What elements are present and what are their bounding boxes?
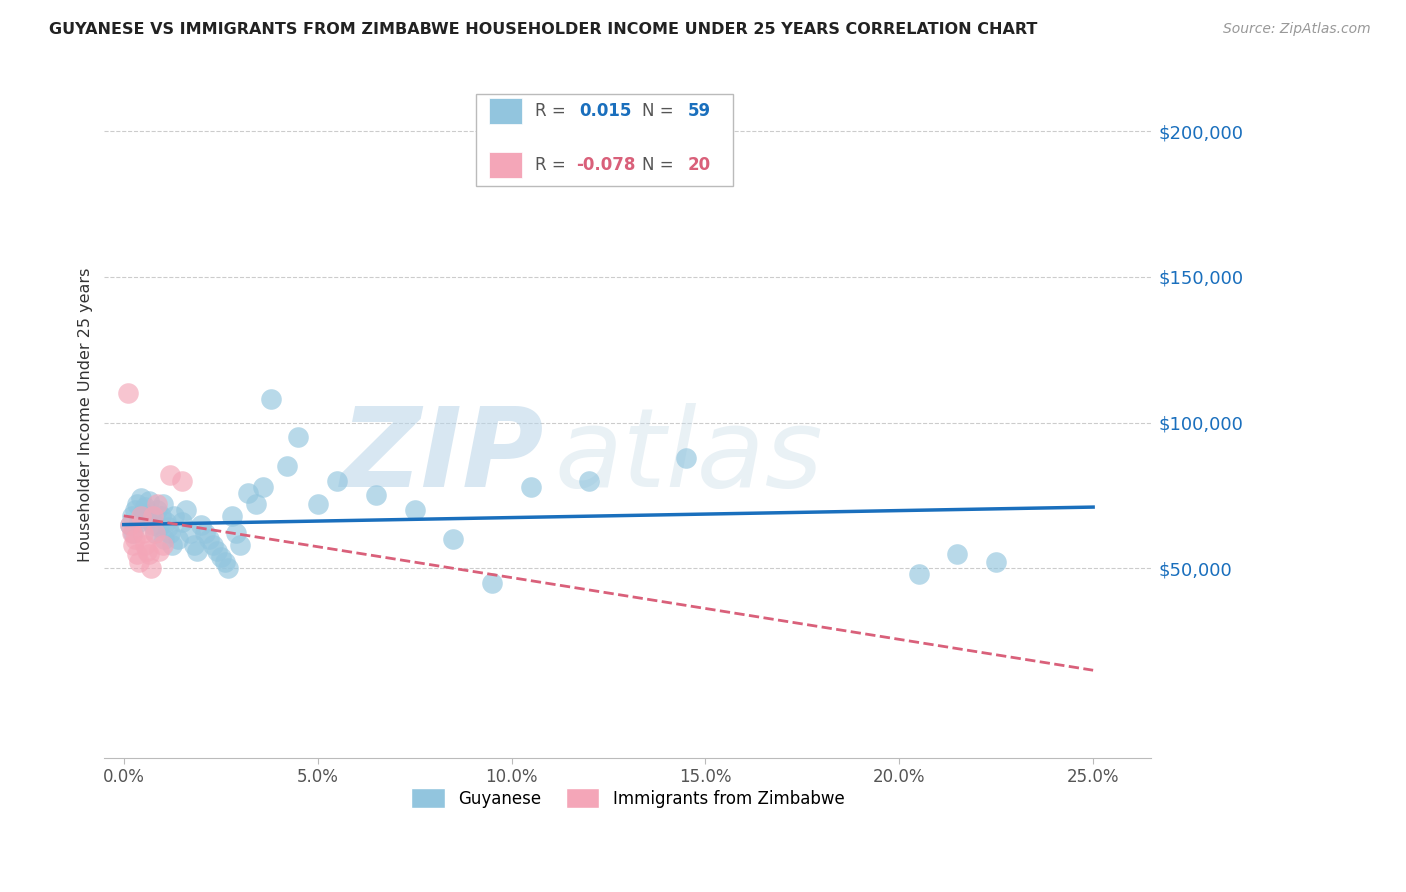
Point — [205, 543, 228, 558]
Point — [190, 517, 212, 532]
Y-axis label: Householder Income Under 25 years: Householder Income Under 25 years — [79, 268, 93, 563]
Point — [136, 543, 159, 558]
Point — [155, 515, 177, 529]
Point — [167, 532, 190, 546]
Point — [276, 459, 298, 474]
Point — [118, 517, 141, 532]
Point — [122, 526, 145, 541]
Point — [121, 526, 143, 541]
Point — [441, 532, 464, 546]
Point — [170, 515, 193, 529]
Point — [578, 474, 600, 488]
Point — [163, 508, 186, 523]
Point — [186, 543, 208, 558]
Point — [170, 474, 193, 488]
Point — [128, 515, 150, 529]
Point — [225, 526, 247, 541]
Point — [122, 538, 145, 552]
Point — [121, 508, 143, 523]
Point — [986, 556, 1008, 570]
Point — [307, 497, 329, 511]
Point — [148, 520, 170, 534]
Text: ZIP: ZIP — [340, 403, 544, 510]
Point — [132, 506, 155, 520]
Text: R =: R = — [534, 103, 565, 120]
Point — [118, 517, 141, 532]
Point — [229, 538, 252, 552]
Point — [132, 526, 155, 541]
Point — [675, 450, 697, 465]
Text: R =: R = — [534, 156, 565, 174]
Text: GUYANESE VS IMMIGRANTS FROM ZIMBABWE HOUSEHOLDER INCOME UNDER 25 YEARS CORRELATI: GUYANESE VS IMMIGRANTS FROM ZIMBABWE HOU… — [49, 22, 1038, 37]
Point — [142, 508, 165, 523]
Point — [221, 508, 243, 523]
Point — [143, 526, 166, 541]
Point — [157, 520, 180, 534]
Point — [217, 561, 239, 575]
Point — [214, 556, 236, 570]
Point — [129, 508, 152, 523]
Text: 59: 59 — [688, 103, 710, 120]
Text: atlas: atlas — [554, 403, 823, 510]
Point — [143, 526, 166, 541]
Point — [520, 480, 543, 494]
Point — [162, 538, 184, 552]
Point — [152, 497, 174, 511]
Bar — [489, 152, 522, 178]
Point — [481, 575, 503, 590]
Point — [145, 497, 167, 511]
Point — [134, 538, 156, 552]
Point — [907, 567, 929, 582]
Point — [201, 538, 224, 552]
Point — [139, 561, 162, 575]
Point — [326, 474, 349, 488]
Point — [194, 526, 217, 541]
Point — [174, 503, 197, 517]
Point — [139, 508, 162, 523]
Point — [153, 532, 176, 546]
Point — [252, 480, 274, 494]
Bar — [489, 98, 522, 124]
Point — [136, 512, 159, 526]
Text: 20: 20 — [688, 156, 710, 174]
Point — [148, 543, 170, 558]
Point — [179, 526, 201, 541]
Point — [946, 547, 969, 561]
Point — [287, 430, 309, 444]
Point — [236, 485, 259, 500]
Point — [152, 538, 174, 552]
Point — [159, 468, 181, 483]
Point — [142, 517, 165, 532]
Text: N =: N = — [643, 103, 673, 120]
Point — [364, 488, 387, 502]
Point — [138, 547, 160, 561]
Point — [117, 386, 139, 401]
Text: Source: ZipAtlas.com: Source: ZipAtlas.com — [1223, 22, 1371, 37]
Point — [127, 497, 149, 511]
Point — [260, 392, 283, 407]
Point — [183, 538, 205, 552]
Point — [209, 549, 232, 564]
Point — [128, 556, 150, 570]
Point — [127, 547, 149, 561]
Text: 0.015: 0.015 — [579, 103, 633, 120]
Point — [134, 500, 156, 514]
Point — [145, 503, 167, 517]
Text: N =: N = — [643, 156, 673, 174]
Point — [138, 494, 160, 508]
Point — [124, 503, 146, 517]
Point — [198, 532, 221, 546]
Point — [124, 532, 146, 546]
FancyBboxPatch shape — [477, 94, 733, 186]
Point — [159, 526, 181, 541]
Text: -0.078: -0.078 — [576, 156, 636, 174]
Point — [129, 491, 152, 506]
Legend: Guyanese, Immigrants from Zimbabwe: Guyanese, Immigrants from Zimbabwe — [405, 781, 851, 814]
Point — [404, 503, 426, 517]
Point — [149, 508, 172, 523]
Point — [245, 497, 267, 511]
